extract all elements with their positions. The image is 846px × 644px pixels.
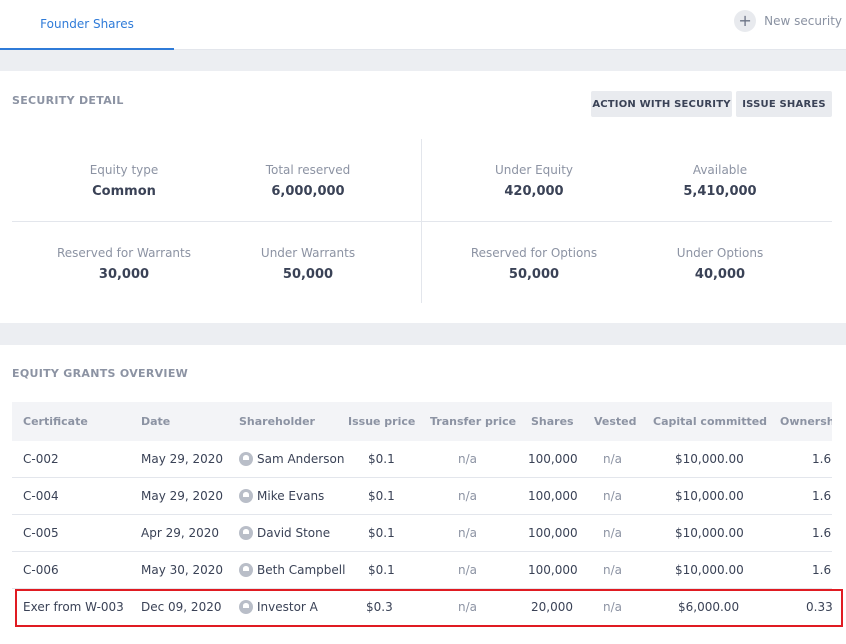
cell-transfer-price: n/a [458,563,478,577]
cell-date: Apr 29, 2020 [141,526,220,540]
cell-capital-committed: $10,000.00 [675,526,744,540]
col-ownership[interactable]: Ownership [780,415,832,428]
cell-shareholder: Investor A [239,589,318,626]
cell-date: May 29, 2020 [141,489,224,503]
stat-reserved-options: Reserved for Options 50,000 [470,246,598,282]
cell-certificate: C-004 [23,489,59,503]
table-row[interactable]: Exer from W-003 Dec 09, 2020 Investor A … [12,589,832,626]
table-row[interactable]: C-005 Apr 29, 2020 David Stone $0.1 n/a … [12,515,832,552]
cell-shares: 100,000 [528,489,578,503]
security-detail-card: SECURITY DETAIL ACTION WITH SECURITY ISS… [0,71,846,323]
col-issue-price[interactable]: Issue price [348,415,416,428]
stat-under-equity: Under Equity 420,000 [494,163,574,199]
cell-issue-price: $0.1 [368,563,395,577]
stat-total-reserved: Total reserved 6,000,000 [265,163,351,199]
cell-ownership: 1.67 [812,526,832,540]
col-certificate[interactable]: Certificate [23,415,88,428]
cell-capital-committed: $10,000.00 [675,489,744,503]
cell-issue-price: $0.1 [368,452,395,466]
cell-date: May 29, 2020 [141,452,224,466]
cell-shares: 100,000 [528,526,578,540]
equity-grants-title: EQUITY GRANTS OVERVIEW [12,367,189,380]
col-capital-committed[interactable]: Capital committed [653,415,768,428]
cell-transfer-price: n/a [458,489,478,503]
cell-vested: n/a [603,526,623,540]
cell-issue-price: $0.1 [368,489,395,503]
top-bar: Founder Shares + New security [0,0,846,50]
cell-ownership: 1.67 [812,452,832,466]
highlight-box [15,589,843,627]
new-security-button[interactable]: + New security [734,10,842,32]
cell-transfer-price: n/a [458,600,478,614]
cell-shareholder: Beth Campbell [239,552,345,589]
stat-available: Available 5,410,000 [683,163,757,199]
cell-shareholder: David Stone [239,515,330,552]
stat-under-options: Under Options 40,000 [676,246,764,282]
tab-founder-shares[interactable]: Founder Shares [0,0,174,50]
table-row[interactable]: C-002 May 29, 2020 Sam Anderson $0.1 n/a… [12,441,832,478]
stat-equity-type: Equity type Common [89,163,159,199]
col-vested[interactable]: Vested [594,415,637,428]
divider [421,139,422,303]
avatar-icon [239,488,253,503]
cell-vested: n/a [603,489,623,503]
cell-issue-price: $0.3 [366,600,393,614]
cell-capital-committed: $10,000.00 [675,563,744,577]
cell-shares: 100,000 [528,452,578,466]
cell-certificate: C-005 [23,526,59,540]
cell-vested: n/a [603,563,623,577]
cell-transfer-price: n/a [458,526,478,540]
cell-certificate: C-006 [23,563,59,577]
cell-transfer-price: n/a [458,452,478,466]
avatar-icon [239,599,253,614]
cell-ownership: 1.67 [812,563,832,577]
cell-shareholder: Mike Evans [239,478,324,515]
cell-date: May 30, 2020 [141,563,224,577]
cell-certificate: Exer from W-003 [23,600,124,614]
avatar-icon [239,451,253,466]
col-transfer-price[interactable]: Transfer price [430,415,517,428]
cell-vested: n/a [603,600,623,614]
security-detail-title: SECURITY DETAIL [12,94,124,107]
cell-issue-price: $0.1 [368,526,395,540]
table-row[interactable]: C-006 May 30, 2020 Beth Campbell $0.1 n/… [12,552,832,589]
stat-reserved-warrants: Reserved for Warrants 30,000 [56,246,191,282]
stat-under-warrants: Under Warrants 50,000 [260,246,356,282]
col-shares[interactable]: Shares [531,415,574,428]
cell-capital-committed: $10,000.00 [675,452,744,466]
cell-ownership: 0.33 [806,600,832,614]
issue-shares-button[interactable]: ISSUE SHARES [736,91,832,117]
divider [12,221,832,222]
cell-capital-committed: $6,000.00 [678,600,740,614]
table-header: Certificate Date Shareholder Issue price… [12,402,832,441]
cell-shares: 100,000 [528,563,578,577]
new-security-label: New security [764,14,842,28]
cell-shareholder: Sam Anderson [239,441,344,478]
cell-vested: n/a [603,452,623,466]
col-date[interactable]: Date [141,415,171,428]
avatar-icon [239,562,253,577]
cell-shares: 20,000 [531,600,573,614]
cell-date: Dec 09, 2020 [141,600,222,614]
equity-grants-card: EQUITY GRANTS OVERVIEW Certificate Date … [0,345,846,644]
avatar-icon [239,525,253,540]
action-with-security-button[interactable]: ACTION WITH SECURITY [591,91,732,117]
plus-icon: + [734,10,757,32]
cell-ownership: 1.67 [812,489,832,503]
cell-certificate: C-002 [23,452,59,466]
table-row[interactable]: C-004 May 29, 2020 Mike Evans $0.1 n/a 1… [12,478,832,515]
col-shareholder[interactable]: Shareholder [239,415,315,428]
